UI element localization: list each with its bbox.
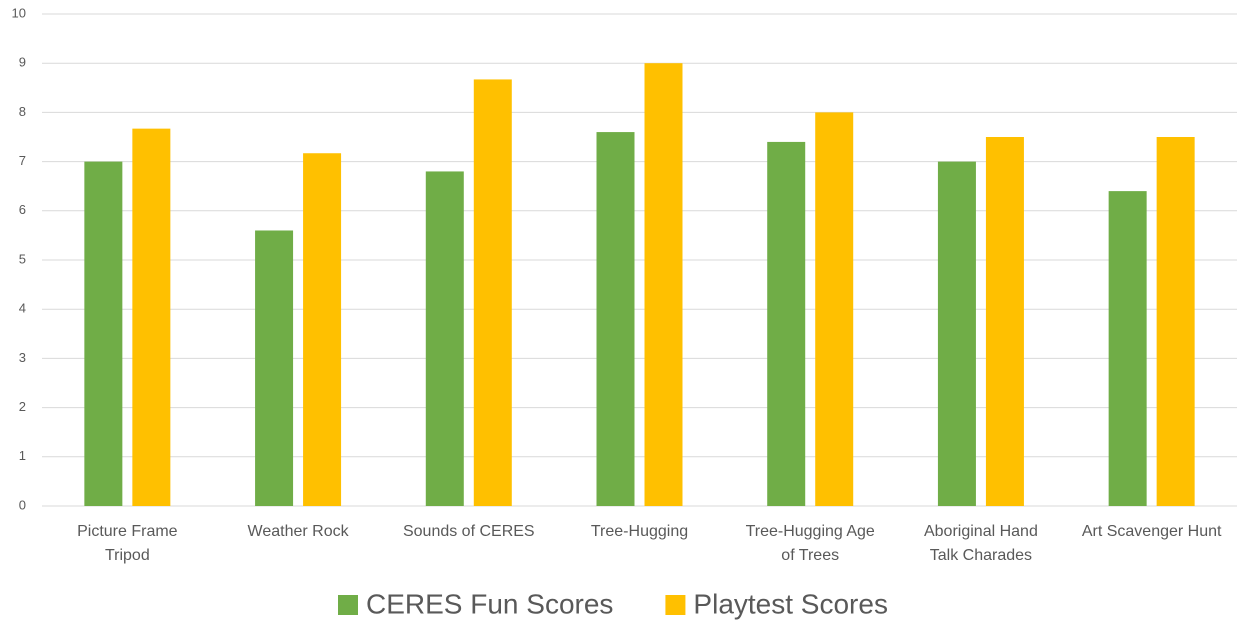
bar [473,79,512,506]
bar [1156,137,1195,506]
y-tick-label: 6 [19,202,26,217]
bar [425,171,464,506]
bar [255,230,294,507]
x-tick-label: Aboriginal Hand Talk Charades [923,523,1038,564]
bar [1108,191,1147,506]
bar [132,128,171,507]
legend-swatch [338,595,358,615]
y-tick-label: 1 [19,448,26,463]
x-tick-label: Tree-Hugging [590,523,689,540]
x-tick-label: Weather Rock [247,523,349,540]
y-tick-label: 8 [19,104,26,119]
bar [767,141,806,507]
y-tick-label: 10 [12,5,26,20]
bar [985,137,1024,506]
y-tick-label: 7 [19,153,26,168]
legend-label: CERES Fun Scores [366,588,613,619]
legend-label: Playtest Scores [693,588,888,619]
y-tick-label: 2 [19,399,26,414]
x-tick-label: Sounds of CERES [402,523,535,540]
bar [644,63,683,506]
y-tick-label: 5 [19,251,26,266]
bar [84,161,123,506]
legend-swatch [665,595,686,615]
bar [303,153,342,506]
bar [937,161,976,506]
x-tick-label: Art Scavenger Hunt [1081,523,1222,540]
y-tick-label: 9 [19,55,26,70]
bar [815,112,854,507]
x-tick-label: Picture Frame Tripod [77,523,178,564]
x-tick-label: Tree-Hugging Age of Trees [745,523,875,564]
y-tick-label: 3 [19,350,26,365]
y-tick-label: 4 [19,301,26,316]
y-tick-label: 0 [19,497,26,512]
bar [596,132,635,506]
